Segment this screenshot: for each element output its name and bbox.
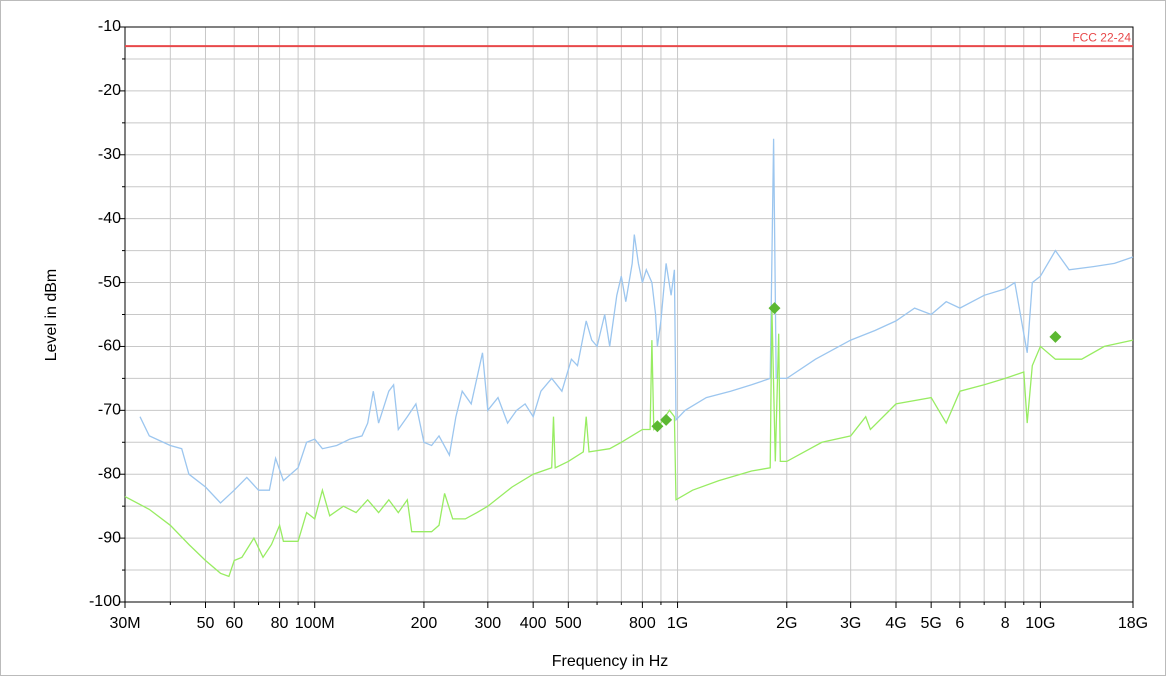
- marker: [651, 420, 664, 433]
- x-tick-label: 6: [955, 615, 964, 632]
- marker: [768, 302, 781, 315]
- x-tick-label: 60: [225, 615, 243, 632]
- marker: [1049, 330, 1062, 343]
- x-tick-label: 50: [197, 615, 215, 632]
- series-line: [139, 138, 1134, 504]
- x-tick-label: 400: [520, 615, 547, 632]
- x-tick-label: 10G: [1025, 615, 1055, 632]
- x-tick-label: 30M: [109, 615, 140, 632]
- y-tick-label: -40: [98, 210, 121, 227]
- y-tick-label: -80: [98, 465, 121, 482]
- x-tick-label: 80: [271, 615, 289, 632]
- y-tick-label: -90: [98, 529, 121, 546]
- y-tick-label: -30: [98, 146, 121, 163]
- x-tick-label: 200: [411, 615, 438, 632]
- x-tick-label: 4G: [885, 615, 906, 632]
- y-tick-label: -60: [98, 338, 121, 355]
- x-tick-label: 500: [555, 615, 582, 632]
- x-tick-label: 5G: [920, 615, 941, 632]
- x-tick-label: 100M: [295, 615, 335, 632]
- y-tick-label: -70: [98, 402, 121, 419]
- marker: [660, 413, 673, 426]
- x-tick-label: 8: [1001, 615, 1010, 632]
- y-tick-label: -50: [98, 274, 121, 291]
- y-axis-label: Level in dBm: [43, 269, 60, 362]
- limit-label: FCC 22-24: [1072, 30, 1131, 44]
- series-line: [124, 308, 1134, 578]
- x-tick-label: 800: [629, 615, 656, 632]
- x-axis-label: Frequency in Hz: [552, 653, 669, 670]
- x-tick-label: 300: [474, 615, 501, 632]
- y-tick-label: -10: [98, 18, 121, 35]
- plot-border: [124, 26, 1134, 603]
- y-tick-label: -100: [89, 593, 121, 610]
- y-tick-label: -20: [98, 82, 121, 99]
- x-tick-label: 1G: [667, 615, 688, 632]
- x-tick-label: 3G: [840, 615, 861, 632]
- x-tick-label: 2G: [776, 615, 797, 632]
- x-tick-label: 18G: [1118, 615, 1148, 632]
